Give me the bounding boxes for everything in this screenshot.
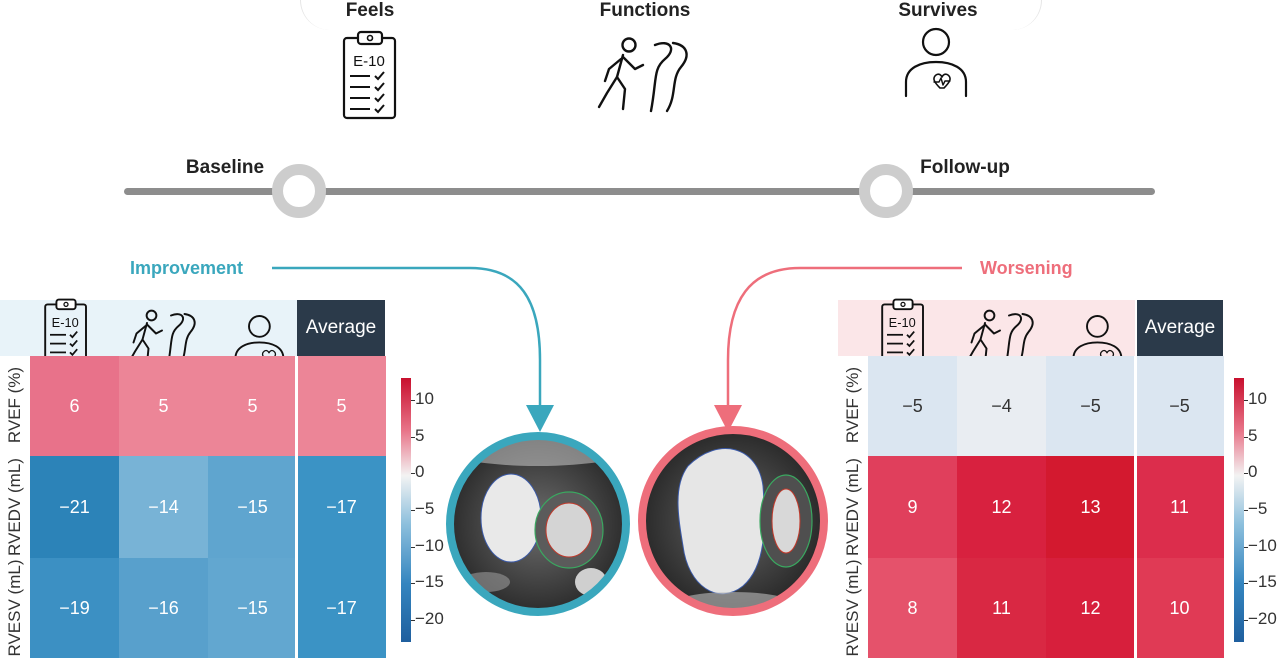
worsening-label: Worsening (980, 258, 1073, 278)
improvement-average-divider (295, 356, 298, 658)
baseline-marker (272, 164, 326, 218)
improvement-cell-r1-c0: −21 (30, 456, 119, 558)
improvement-person-heart-icon (234, 315, 285, 368)
worsening-colorbar-tickmark-6 (1244, 620, 1248, 621)
improvement-label: Improvement (130, 258, 244, 278)
worsening-arrow (726, 266, 962, 405)
improvement-colorbar-tickmark-2 (411, 473, 415, 475)
improvement-cell-r2-c2: −15 (208, 558, 297, 658)
worsening-row-label-2: RVESV (mL) (843, 559, 862, 657)
worsening-cell-r1-c3: 11 (1135, 456, 1224, 558)
improvement-arrowhead (526, 405, 554, 432)
mri-image-baseline (446, 432, 630, 616)
improvement-cell-r1-c3: −17 (297, 456, 386, 558)
worsening-row-label-0: RVEF (%) (843, 366, 862, 444)
worsening-colorbar-tickmark-1 (1244, 436, 1248, 438)
worsening-cell-r2-c3: 10 (1135, 558, 1224, 658)
worsening-colorbar-tickmark-2 (1244, 473, 1248, 475)
svg-text:E-10: E-10 (52, 315, 79, 330)
worsening-arrowhead (714, 405, 742, 432)
worsening-cell-r2-c1: 11 (957, 558, 1046, 658)
person-heart-icon (904, 27, 968, 98)
worsening-cell-r0-c0: −5 (868, 356, 957, 456)
worsening-average-header: Average (1137, 300, 1223, 356)
worsening-cell-r1-c2: 13 (1046, 456, 1135, 558)
improvement-cell-r2-c1: −16 (119, 558, 208, 658)
improvement-colorbar-tick-2: 0 (415, 462, 425, 482)
worsening-header-band (838, 300, 1135, 356)
improvement-colorbar-tickmark-5 (411, 583, 415, 585)
improvement-cell-r1-c2: −15 (208, 456, 297, 558)
improvement-colorbar-tick-1: 5 (415, 425, 425, 445)
worsening-row-label-1: RVEDV (mL) (843, 458, 862, 556)
worsening-colorbar-tick-6: −20 (1248, 609, 1277, 628)
improvement-colorbar-tick-5: −15 (415, 572, 444, 592)
improvement-colorbar-tick-0: 10 (415, 389, 434, 408)
improvement-header-band (0, 300, 297, 356)
clipboard-icon: E-10 (342, 30, 397, 120)
improvement-colorbar-tickmark-1 (411, 436, 415, 438)
worsening-cell-r2-c0: 8 (868, 558, 957, 658)
worsening-cell-r1-c1: 12 (957, 456, 1046, 558)
worsening-colorbar-tick-5: −15 (1248, 572, 1277, 592)
worsening-colorbar-tick-4: −10 (1248, 535, 1277, 555)
improvement-colorbar-tick-6: −20 (415, 609, 444, 628)
worsening-cell-r0-c3: −5 (1135, 356, 1224, 456)
improvement-arrow (272, 266, 542, 405)
improvement-row-label-2: RVESV (mL) (5, 559, 24, 657)
worsening-colorbar-tickmark-5 (1244, 583, 1248, 585)
functions-title: Functions (599, 0, 691, 21)
worsening-colorbar-tick-2: 0 (1248, 462, 1258, 482)
worsening-cell-r2-c2: 12 (1046, 558, 1135, 658)
worsening-colorbar-tick-3: −5 (1248, 499, 1268, 518)
header-survives: Survives (878, 0, 998, 125)
header-functions: Functions (580, 0, 710, 125)
worsening-colorbar-tickmark-4 (1244, 546, 1248, 548)
survives-title: Survives (898, 0, 978, 21)
worsening-colorbar-tickmark-3 (1244, 510, 1248, 511)
worsening-cell-r1-c0: 9 (868, 456, 957, 558)
worsening-colorbar-tick-1: 5 (1248, 425, 1258, 445)
improvement-colorbar-tickmark-0 (411, 400, 415, 401)
worsening-average-divider (1134, 356, 1137, 658)
worsening-colorbar (1234, 378, 1244, 642)
improvement-cell-r0-c0: 6 (30, 356, 119, 456)
improvement-colorbar (401, 378, 411, 642)
svg-text:E-10: E-10 (889, 315, 916, 330)
improvement-colorbar-tickmark-6 (411, 620, 415, 621)
timeline-bar (124, 188, 1155, 195)
improvement-row-label-1: RVEDV (mL) (5, 458, 24, 556)
improvement-colorbar-tick-4: −10 (415, 535, 444, 555)
improvement-cell-r2-c3: −17 (297, 558, 386, 658)
worsening-person-heart-icon (1072, 315, 1123, 368)
improvement-cell-r0-c1: 5 (119, 356, 208, 456)
feels-title: Feels (345, 0, 395, 21)
worsening-colorbar-tick-0: 10 (1248, 389, 1267, 408)
improvement-colorbar-tickmark-4 (411, 546, 415, 548)
improvement-cell-r1-c1: −14 (119, 456, 208, 558)
header-feels: Feels E-10 (310, 0, 430, 125)
followup-marker (859, 164, 913, 218)
worsening-cell-r0-c2: −5 (1046, 356, 1135, 456)
improvement-colorbar-tickmark-3 (411, 510, 415, 511)
mri-image-followup (638, 426, 828, 616)
improvement-row-label-0: RVEF (%) (5, 366, 24, 444)
walking-person-icon (597, 37, 688, 113)
improvement-average-header: Average (297, 300, 385, 356)
worsening-cell-r0-c1: −4 (957, 356, 1046, 456)
improvement-cell-r2-c0: −19 (30, 558, 119, 658)
clipboard-label: E-10 (353, 53, 385, 70)
baseline-label: Baseline (185, 157, 265, 178)
followup-label: Follow-up (920, 157, 1010, 178)
improvement-cell-r0-c2: 5 (208, 356, 297, 456)
improvement-cell-r0-c3: 5 (297, 356, 386, 456)
worsening-colorbar-tickmark-0 (1244, 400, 1248, 401)
improvement-colorbar-tick-3: −5 (415, 499, 435, 518)
